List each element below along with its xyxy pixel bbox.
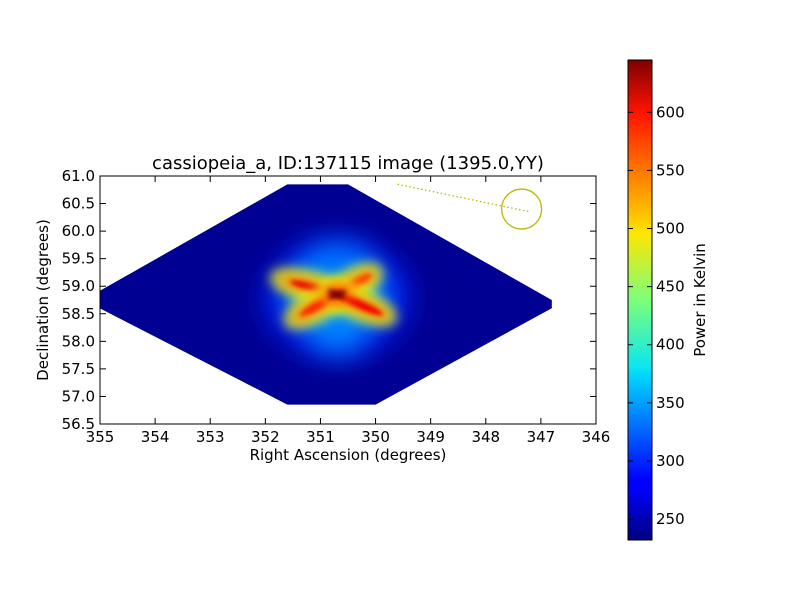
colorbar-tick-label: 350	[656, 394, 685, 412]
colorbar-frame	[627, 59, 653, 541]
x-axis: 355 354 353 352 351 350 349 348 347 346	[86, 176, 611, 446]
colorbar-tick-label: 550	[656, 161, 685, 179]
x-tick-label: 355	[86, 428, 115, 446]
y-tick-label: 61.0	[62, 167, 95, 185]
x-tick-label: 351	[306, 428, 335, 446]
y-tick-label: 60.5	[62, 195, 95, 213]
plot-frame	[99, 175, 597, 425]
core-bar-b	[327, 289, 347, 300]
colorbar-tick-label: 600	[656, 103, 685, 121]
colorbar-tick-label: 300	[656, 452, 685, 470]
plot-area: 355 354 353 352 351 350 349 348 347 346 56.557.05…	[62, 167, 611, 446]
colorbar-ticks: 250 300 350 400 450 500 550 600	[628, 103, 685, 528]
colorbar-label: Power in Kelvin	[691, 243, 709, 357]
x-tick-label: 352	[251, 428, 280, 446]
y-axis-label: Declination (degrees)	[34, 219, 52, 381]
colorbar: 250 300 350 400 450 500 550 600 Power in Kelvin	[627, 59, 709, 541]
y-tick-label: 59.5	[62, 250, 95, 268]
x-tick-label: 349	[416, 428, 445, 446]
y-tick-label: 60.0	[62, 222, 95, 240]
x-tick-label: 347	[527, 428, 556, 446]
dotted-line	[397, 183, 530, 213]
heatmap	[100, 184, 552, 405]
x-tick-label: 354	[141, 428, 170, 446]
colorbar-tick-label: 400	[656, 336, 685, 354]
chart-title: cassiopeia_a, ID:137115 image (1395.0,YY…	[152, 153, 544, 174]
x-tick-label: 350	[361, 428, 390, 446]
annotation-circle	[500, 188, 543, 230]
y-axis: 56.5 57.0 57.5 58.0 58.5 59.0 59.5 60.0 60.5 61.0	[62, 167, 596, 433]
y-tick-label: 58.5	[62, 305, 95, 323]
y-tick-label: 58.0	[62, 332, 95, 350]
x-tick-label: 348	[471, 428, 500, 446]
colorbar-tick-label: 450	[656, 278, 685, 296]
y-tick-label: 57.0	[62, 387, 95, 405]
y-tick-label: 59.0	[62, 277, 95, 295]
x-tick-label: 346	[582, 428, 611, 446]
x-tick-label: 353	[196, 428, 225, 446]
colorbar-tick-label: 500	[656, 220, 685, 238]
colorbar-gradient	[628, 60, 652, 540]
y-tick-label: 56.5	[62, 415, 95, 433]
colorbar-tick-label: 250	[656, 510, 685, 528]
annotations	[397, 183, 543, 230]
y-tick-label: 57.5	[62, 360, 95, 378]
x-axis-label: Right Ascension (degrees)	[250, 446, 447, 464]
